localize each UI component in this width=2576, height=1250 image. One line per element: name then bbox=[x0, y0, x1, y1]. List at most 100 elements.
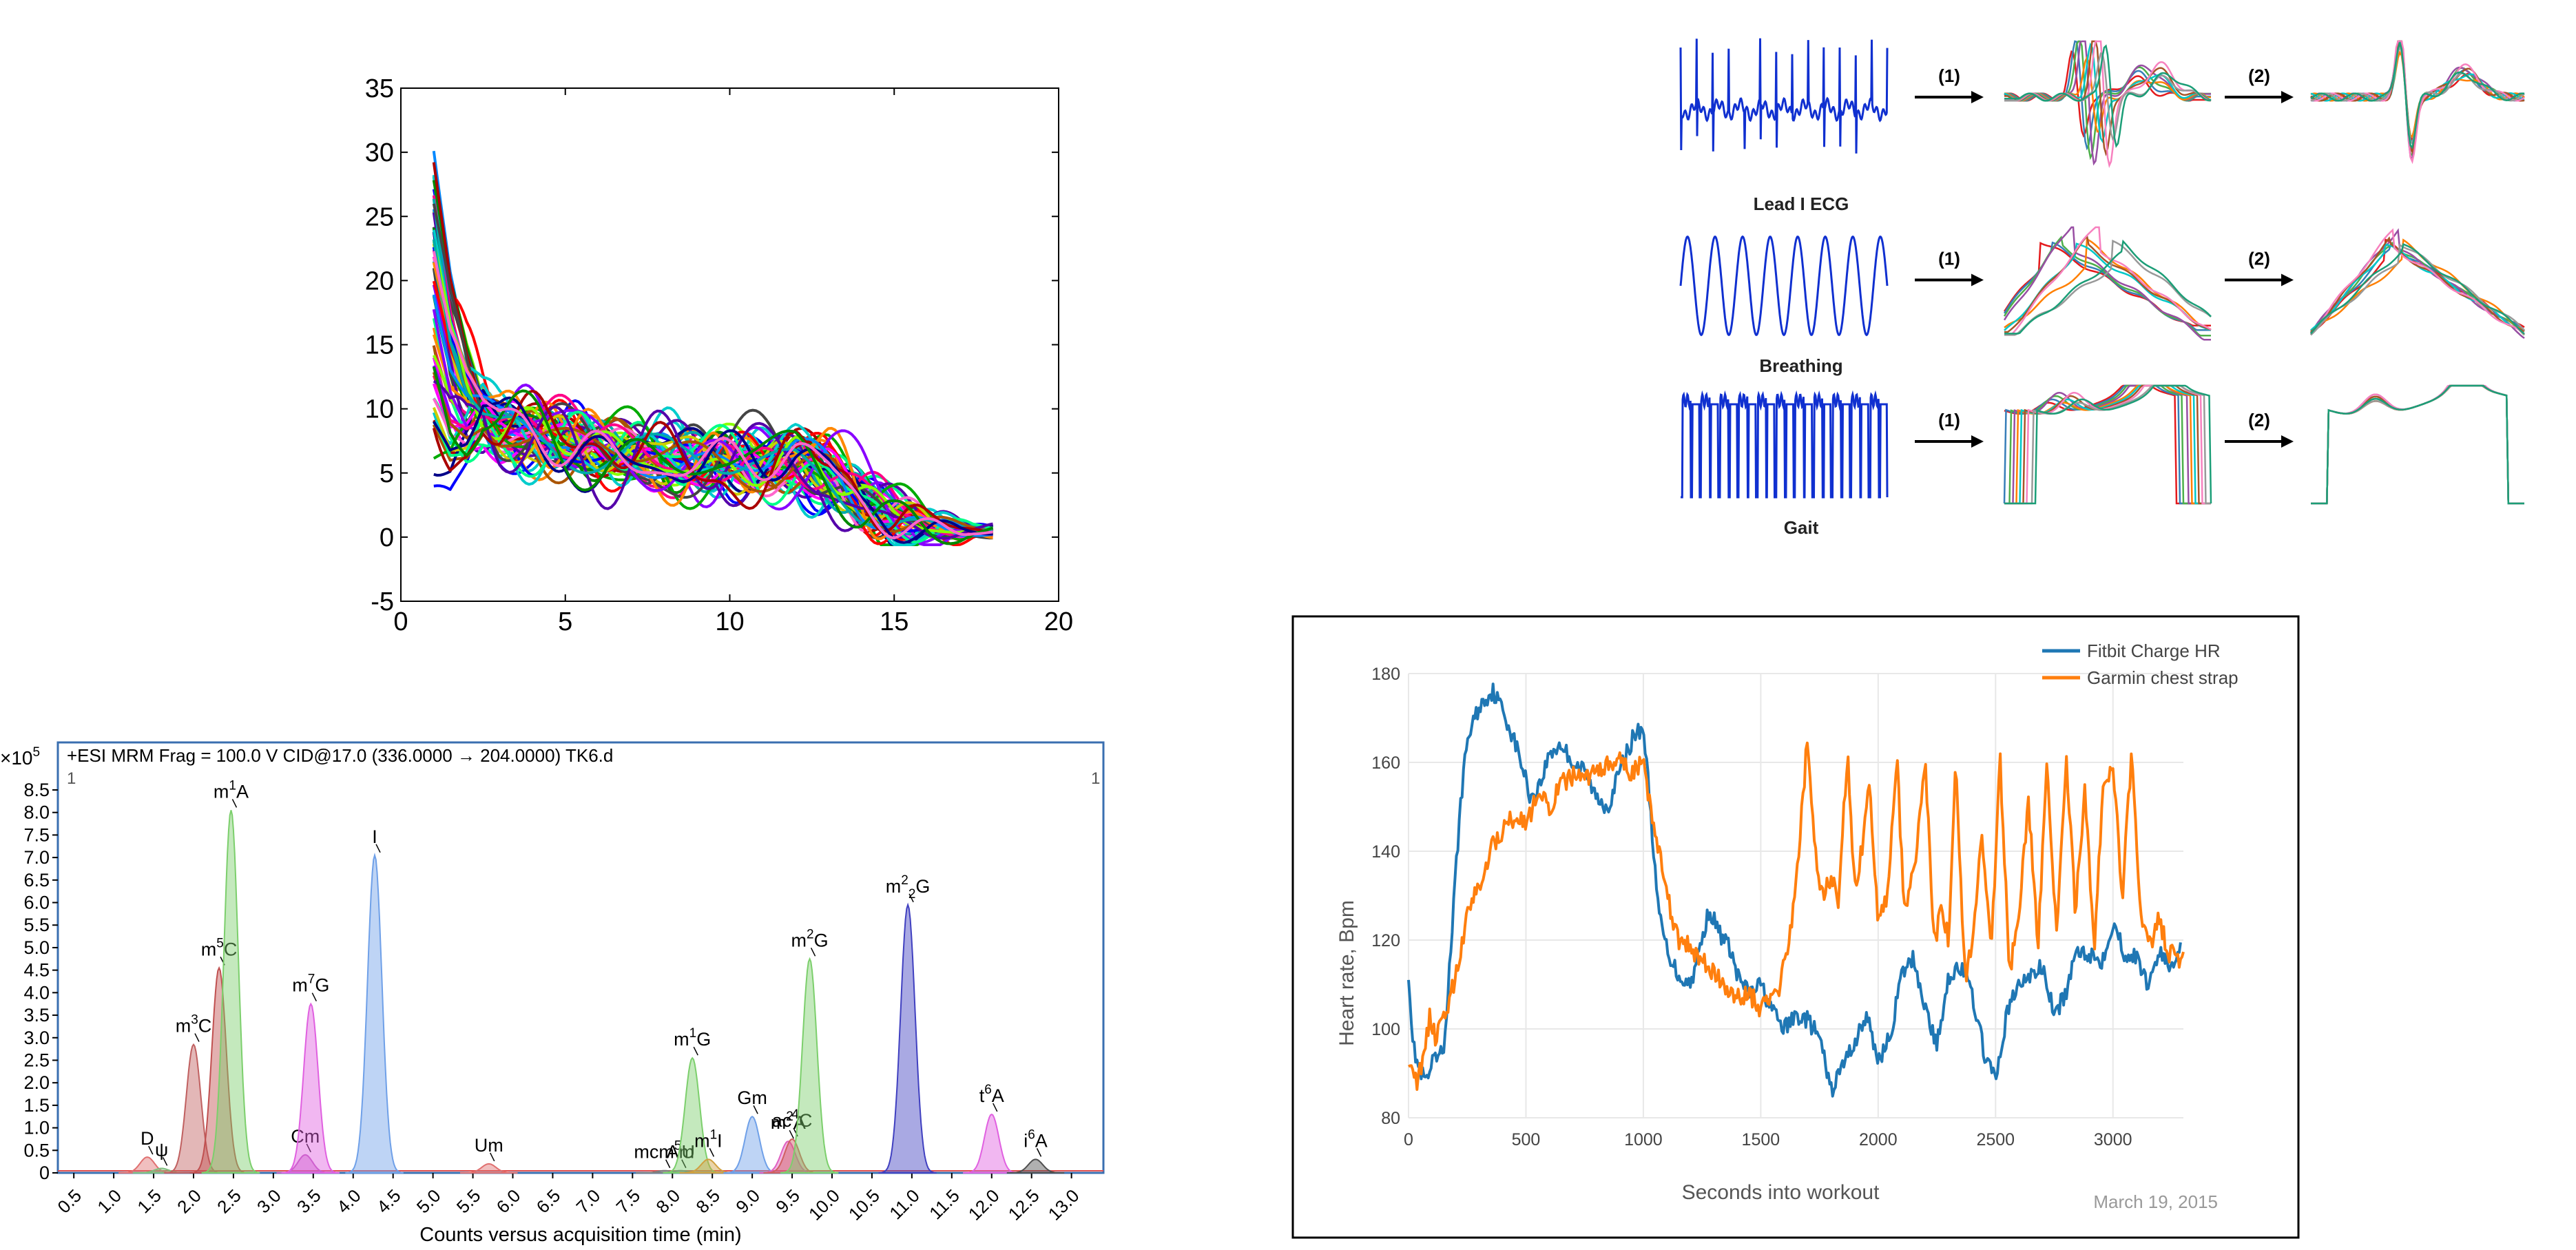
peak-label-17: m22G bbox=[886, 873, 931, 902]
peak-2 bbox=[164, 1043, 222, 1174]
peak-label-11: m1G bbox=[674, 1026, 711, 1050]
peak-label-15: ac4C bbox=[772, 1107, 813, 1131]
series-line-fitbit bbox=[1407, 683, 2182, 1098]
x-tick-label: 10.0 bbox=[804, 1185, 844, 1225]
peak-18 bbox=[963, 1113, 1021, 1174]
x-tick-label: 9.5 bbox=[771, 1185, 804, 1218]
y-tick-label: 160 bbox=[1371, 753, 1400, 773]
x-tick-label: 7.5 bbox=[612, 1185, 645, 1218]
x-tick-label: 4.5 bbox=[373, 1185, 405, 1218]
x-tick-label: 5.0 bbox=[413, 1185, 445, 1218]
y-tick-label: 120 bbox=[1371, 931, 1400, 950]
x-tick-label: 10.5 bbox=[844, 1185, 884, 1225]
y-tick-label: 6.5 bbox=[23, 870, 50, 890]
x-tick-label: 12.0 bbox=[964, 1185, 1004, 1225]
x-tick-label: 0 bbox=[393, 607, 408, 636]
x-tick-label: 10 bbox=[715, 607, 744, 636]
y-tick-label: 15 bbox=[365, 331, 394, 360]
peak-label-13: Gm bbox=[737, 1087, 767, 1108]
peak-11 bbox=[663, 1056, 721, 1174]
peak-leader bbox=[665, 1159, 671, 1169]
peak-8 bbox=[460, 1163, 518, 1174]
x-tick-label: 6.0 bbox=[492, 1185, 525, 1218]
peak-17 bbox=[878, 902, 937, 1174]
peak-leader bbox=[306, 1143, 311, 1153]
curve-series-57 bbox=[432, 389, 994, 536]
legend: Fitbit Charge HR Garmin chest strap bbox=[2042, 640, 2239, 688]
peak-leader bbox=[375, 844, 381, 853]
y-tick-label: 80 bbox=[1381, 1109, 1400, 1128]
corner-label-right: 1 bbox=[1091, 769, 1100, 788]
raw-signal-2 bbox=[1681, 390, 1889, 499]
x-tick-label: 3.5 bbox=[293, 1185, 325, 1218]
peak-label-12: m1I bbox=[694, 1127, 723, 1151]
panel-label-0: Lead I ECG bbox=[1754, 194, 1849, 214]
arrow-label-2-0: (1) bbox=[1938, 410, 1960, 430]
raw-signal-0 bbox=[1679, 38, 1889, 154]
aligned-step1-2-2 bbox=[2004, 384, 2211, 505]
x-tick-label: 8.5 bbox=[692, 1185, 724, 1218]
y-tick-label: 5.5 bbox=[23, 915, 50, 935]
aligned-step2-2-6 bbox=[2311, 384, 2524, 505]
peak-label-2: m3C bbox=[176, 1013, 212, 1037]
y-tick-label: 2.0 bbox=[23, 1072, 50, 1093]
peak-leader bbox=[162, 1157, 168, 1166]
peak-label-14: m2A bbox=[771, 1110, 806, 1133]
plot-frame bbox=[400, 87, 1059, 602]
y-tick-label: 1.0 bbox=[23, 1118, 50, 1138]
x-axis-title: Counts versus acquisition time (min) bbox=[419, 1224, 741, 1246]
aligned-step2-2-2 bbox=[2311, 384, 2524, 505]
y-unit-label: ×105 bbox=[0, 745, 40, 769]
chromatogram-chart: +ESI MRM Frag = 100.0 V CID@17.0 (336.00… bbox=[0, 741, 1105, 1246]
aligned-step1-2-1 bbox=[2003, 384, 2211, 505]
y-tick-label: 4.0 bbox=[23, 982, 50, 1003]
y-tick-label: 3.5 bbox=[23, 1005, 50, 1025]
aligned-step1-1-3 bbox=[2003, 226, 2211, 341]
aligned-step2-2-5 bbox=[2311, 384, 2524, 505]
y-tick-label: 0.5 bbox=[23, 1140, 50, 1160]
x-tick-label: 7.0 bbox=[572, 1185, 605, 1218]
x-tick-label: 0 bbox=[1404, 1130, 1413, 1149]
peak-leader bbox=[693, 1046, 698, 1056]
y-tick-label: 8.5 bbox=[23, 780, 50, 800]
x-tick-label: 3.0 bbox=[253, 1185, 285, 1218]
y-tick-label: 8.0 bbox=[23, 802, 50, 823]
arrow-head bbox=[1971, 273, 1984, 287]
y-tick-label: 4.5 bbox=[23, 960, 50, 981]
y-axis-title: Heart rate, Bpm bbox=[1336, 900, 1358, 1046]
y-tick-label: -5 bbox=[371, 587, 394, 616]
peak-leader bbox=[681, 1159, 687, 1169]
y-tick-label: 5.0 bbox=[23, 937, 50, 958]
arrow-head bbox=[2281, 435, 2294, 448]
chart-date: March 19, 2015 bbox=[2093, 1191, 2218, 1212]
aligned-step2-1-6 bbox=[2310, 236, 2525, 333]
y-tick-label: 0 bbox=[380, 523, 394, 552]
aligned-step1-2-9 bbox=[2004, 384, 2212, 505]
x-tick-label: 1.0 bbox=[93, 1185, 125, 1218]
panel-label-2: Gait bbox=[1784, 517, 1819, 538]
y-tick-label: 10 bbox=[365, 395, 394, 424]
x-tick-label: 12.5 bbox=[1004, 1185, 1043, 1225]
y-tick-label: 0 bbox=[39, 1163, 50, 1183]
x-tick-label: 9.0 bbox=[731, 1185, 764, 1218]
y-tick-label: 30 bbox=[365, 138, 394, 167]
curve-series-54 bbox=[432, 371, 993, 533]
raw-signal-1 bbox=[1679, 235, 1889, 337]
peak-leader bbox=[231, 799, 238, 808]
arrow-head bbox=[1971, 435, 1984, 448]
y-tick-label: 140 bbox=[1371, 842, 1400, 862]
x-tick-label: 6.5 bbox=[532, 1185, 565, 1218]
x-tick-label: 0.5 bbox=[53, 1185, 85, 1218]
peak-19 bbox=[1006, 1158, 1065, 1174]
aligned-step1-1-0 bbox=[2003, 241, 2211, 327]
peak-label-9: mcm5U bbox=[634, 1139, 695, 1163]
x-tick-label: 2000 bbox=[1859, 1130, 1898, 1149]
peak-leader bbox=[810, 947, 816, 957]
x-tick-label: 2.5 bbox=[213, 1185, 245, 1218]
panel-label-1: Breathing bbox=[1759, 355, 1842, 376]
aligned-step1-1-9 bbox=[2004, 239, 2212, 335]
x-tick-label: 8.0 bbox=[652, 1185, 684, 1218]
curve-series-40 bbox=[433, 397, 994, 538]
heart-rate-chart: 80 100 120 140 160 180 0 500 1000 1500 2000 2500 300… bbox=[1291, 615, 2300, 1239]
